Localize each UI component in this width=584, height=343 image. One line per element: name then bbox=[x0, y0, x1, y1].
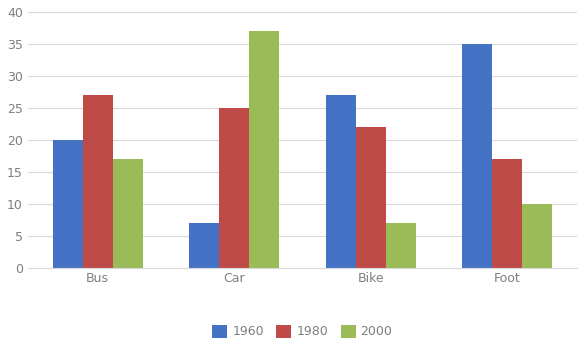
Bar bbox=[522, 204, 552, 268]
Bar bbox=[53, 140, 83, 268]
Bar bbox=[385, 223, 416, 268]
Bar bbox=[462, 44, 492, 268]
Bar bbox=[113, 159, 142, 268]
Bar bbox=[219, 108, 249, 268]
Legend: 1960, 1980, 2000: 1960, 1980, 2000 bbox=[207, 320, 398, 343]
Bar bbox=[356, 127, 385, 268]
Bar bbox=[325, 95, 356, 268]
Bar bbox=[189, 223, 219, 268]
Bar bbox=[492, 159, 522, 268]
Bar bbox=[83, 95, 113, 268]
Bar bbox=[249, 31, 279, 268]
